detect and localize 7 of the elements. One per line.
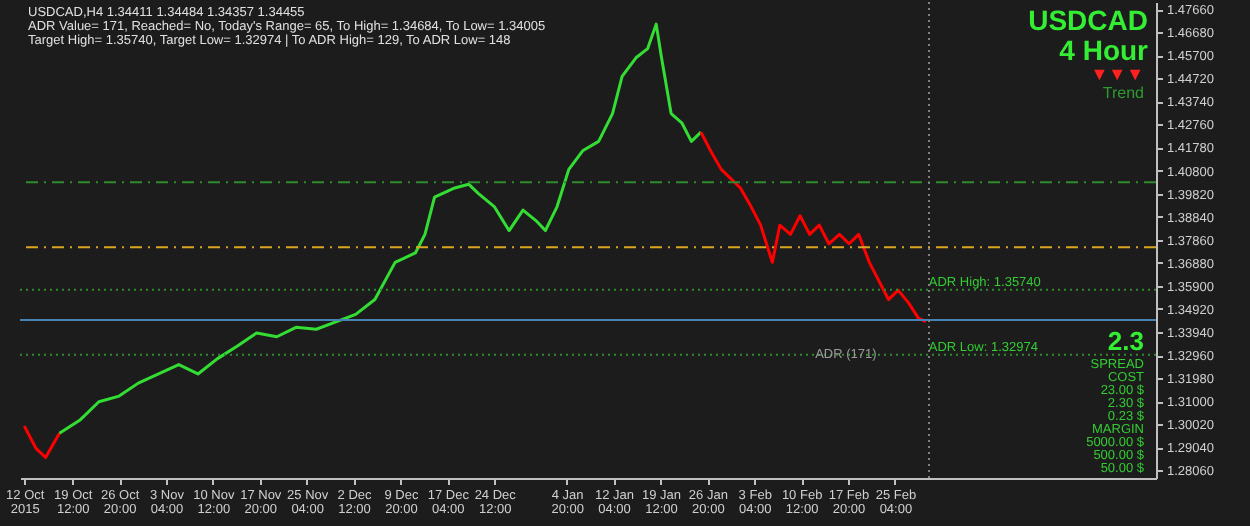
text: 4 Hour: [1059, 34, 1150, 66]
annotation: 2.3: [1107, 326, 1144, 356]
line-series: [699, 130, 928, 324]
annotation: ▼▼▼: [1090, 64, 1144, 84]
line-series: [22, 424, 61, 460]
annotation: Trend: [1102, 84, 1144, 102]
chart-title: USDCAD: [1028, 4, 1148, 36]
